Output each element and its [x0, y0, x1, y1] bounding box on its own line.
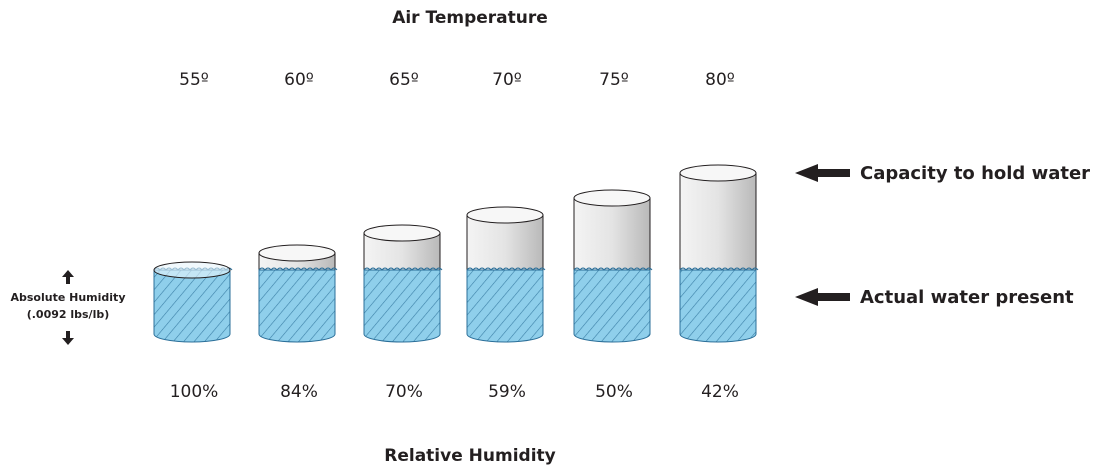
relative-humidity: 42% [701, 382, 739, 402]
cylinders [154, 165, 758, 342]
title: Air Temperature [392, 8, 548, 28]
arrow [795, 164, 850, 182]
temperature: 80º [705, 70, 735, 90]
water [364, 270, 440, 342]
relative-humidity: 100% [170, 382, 219, 402]
water [154, 270, 230, 342]
temperature: 65º [389, 70, 419, 90]
relative-humidity: 50% [595, 382, 633, 402]
cylinder-rim [154, 262, 230, 278]
cylinder-body [574, 198, 650, 270]
diagram: Air Temperature Relative Humidity Capaci… [0, 0, 1102, 470]
water [259, 270, 335, 342]
cylinder-rim [259, 245, 335, 261]
capacity-label: Capacity to hold water [860, 163, 1090, 184]
cylinder-rim [574, 190, 650, 206]
relative-humidity: 70% [385, 382, 423, 402]
water [467, 270, 543, 342]
temperature: 75º [599, 70, 629, 90]
temperature: 70º [492, 70, 522, 90]
absolute-humidity-value: (.0092 lbs/lb) [27, 308, 110, 321]
arrow [795, 288, 850, 306]
water [574, 270, 650, 342]
cylinder-rim [680, 165, 756, 181]
water [680, 270, 756, 342]
arrow-up [62, 270, 74, 284]
cylinder-rim [364, 225, 440, 241]
relative-humidity: 59% [488, 382, 526, 402]
absolute-humidity-label: Absolute Humidity [11, 291, 126, 304]
footer: Relative Humidity [384, 446, 555, 466]
temperature: 55º [179, 70, 209, 90]
temperature: 60º [284, 70, 314, 90]
arrow-down [62, 331, 74, 345]
relative-humidity: 84% [280, 382, 318, 402]
cylinder-body [680, 173, 756, 270]
actual-label: Actual water present [860, 287, 1074, 308]
cylinder-rim [467, 207, 543, 223]
